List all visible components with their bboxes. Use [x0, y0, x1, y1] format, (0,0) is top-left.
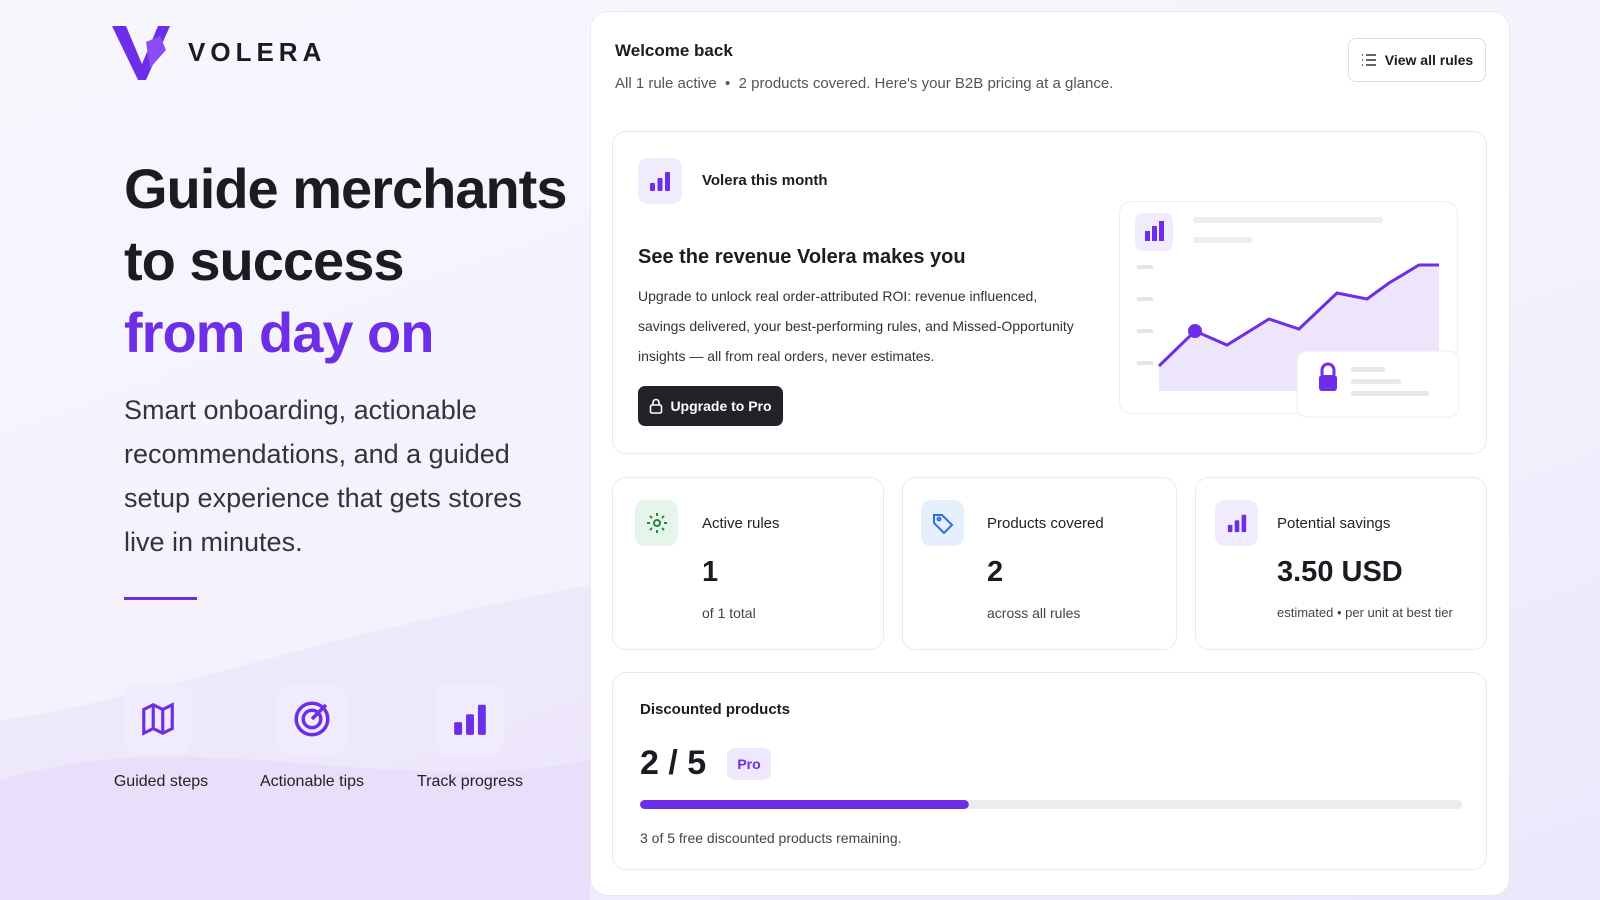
progress-bar [640, 800, 1462, 809]
feature-label: Guided steps [113, 773, 209, 790]
feature-icon [278, 683, 346, 755]
stat-value: 2 [987, 556, 1004, 588]
feature-icon [436, 683, 504, 755]
stat-value: 3.50 USD [1277, 556, 1403, 588]
feature-label: Actionable tips [259, 773, 365, 790]
stat-label: Products covered [987, 515, 1104, 532]
discounted-count: 2 / 5 [640, 744, 707, 782]
button-label: View all rules [1384, 52, 1474, 68]
logo-mark [112, 26, 170, 80]
promo-heading: See the revenue Volera makes you [638, 246, 966, 268]
discounted-note: 3 of 5 free discounted products remainin… [640, 830, 902, 846]
divider [124, 597, 197, 600]
stat-caption: estimated • per unit at best tier [1277, 605, 1453, 620]
brand-name: VOLERA [188, 37, 327, 67]
stat-caption: across all rules [987, 605, 1081, 621]
summary: All 1 rule active • 2 products covered. … [615, 75, 1114, 92]
hero-highlight: from day on [124, 301, 434, 364]
promo-badge: Volera this month [702, 172, 828, 189]
feature-label: Track progress [416, 773, 524, 790]
hero-description: Smart onboarding, actionable recommendat… [124, 395, 522, 557]
stat-label: Potential savings [1277, 515, 1391, 532]
button-label: Upgrade to Pro [670, 398, 772, 414]
upgrade-button[interactable]: Upgrade to Pro [638, 386, 783, 426]
stat-icon [921, 500, 964, 546]
view-all-button[interactable]: View all rules [1348, 38, 1486, 82]
pro-badge: Pro [727, 748, 771, 780]
feature-icon [124, 683, 192, 755]
promo-icon [638, 158, 682, 204]
hero-line: to success [124, 229, 405, 292]
stat-icon [635, 500, 678, 546]
stat-value: 1 [702, 556, 719, 588]
hero-line: Guide merchants [124, 157, 567, 220]
progress-fill [640, 800, 969, 809]
greeting: Welcome back [615, 41, 733, 60]
hero-title: Guide merchants to success from day on [124, 153, 567, 369]
stat-caption: of 1 total [702, 605, 756, 621]
illustration [1119, 201, 1460, 418]
stat-icon [1215, 500, 1258, 546]
promo-body: Upgrade to unlock real order-attributed … [638, 288, 1074, 364]
stat-card [612, 477, 884, 650]
discounted-title: Discounted products [640, 701, 791, 718]
stat-label: Active rules [702, 515, 780, 532]
